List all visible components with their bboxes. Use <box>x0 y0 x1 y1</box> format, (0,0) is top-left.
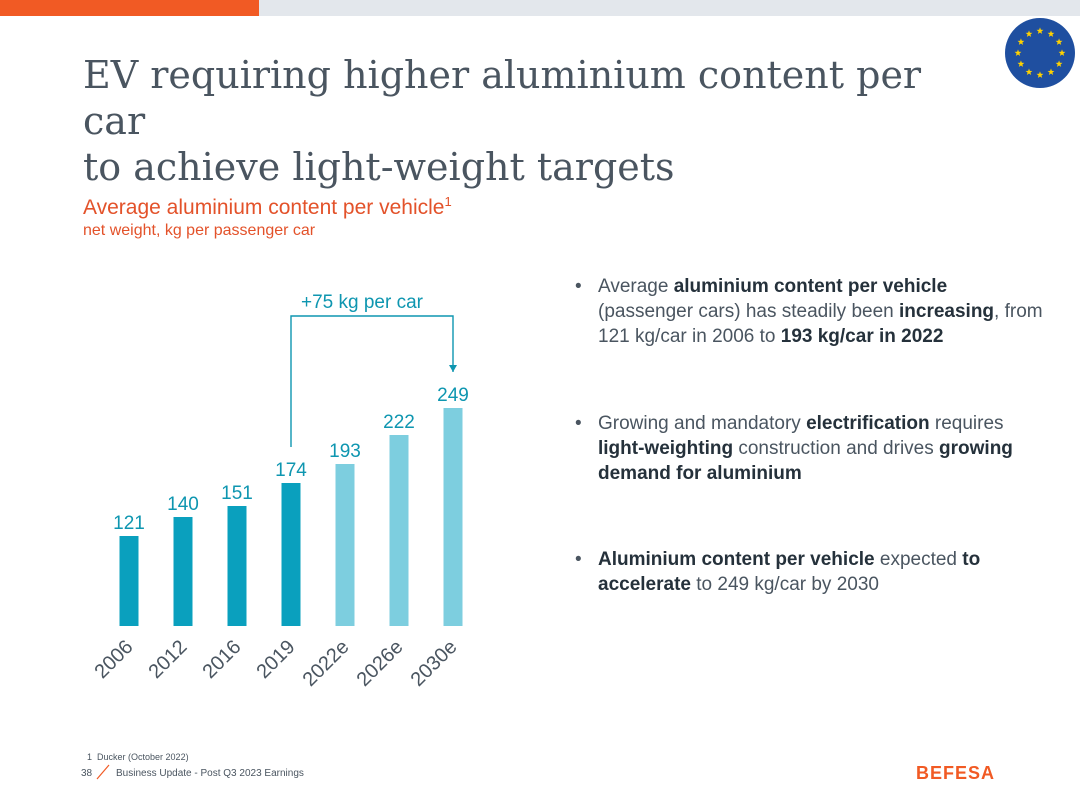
bullet-text-bold: to accelerate <box>598 549 981 595</box>
bar-2006 <box>119 536 139 626</box>
bar-value-label: 151 <box>221 483 253 504</box>
eu-flag-icon <box>1005 18 1075 88</box>
x-tick-label: 2026e <box>353 636 408 691</box>
bullet-item: • Average aluminium content per vehicle (… <box>575 274 1045 349</box>
bar-2030e <box>443 408 463 626</box>
eu-star <box>1047 68 1055 75</box>
bar-value-label: 249 <box>437 385 469 406</box>
footnote-text: Ducker (October 2022) <box>97 752 189 762</box>
eu-star <box>1025 68 1033 75</box>
bar-chart: 121 2006 140 2012 151 2016 174 2019 193 2022e 222 2… <box>91 292 469 691</box>
top-bar-accent <box>0 0 259 16</box>
bullet-text-run: expected <box>874 549 963 570</box>
chart-subtitle: net weight, kg per passenger car <box>83 222 316 239</box>
annotation-label: +75 kg per car <box>301 292 424 313</box>
bullet-dot: • <box>575 276 582 297</box>
x-tick-label: 2006 <box>91 636 138 683</box>
chart-title-footnote-marker: 1 <box>444 194 452 209</box>
bullet-text: Average aluminium content per vehicle (p… <box>598 274 1045 349</box>
annotation-arrowhead <box>449 365 457 372</box>
slash-icon <box>96 764 110 780</box>
bar-2019 <box>281 483 301 626</box>
page-number: 38 <box>81 768 93 779</box>
bullet-text-run: (passenger cars) has steadily been <box>598 301 899 322</box>
bullet-text-bold: growing demand for aluminium <box>598 438 1013 484</box>
eu-flag-stars <box>1014 27 1066 78</box>
bullet-text-run: to 249 kg/car by 2030 <box>690 574 879 595</box>
bar-2012 <box>173 517 193 626</box>
bullet-item: • Aluminium content per vehicle expected … <box>575 547 1045 597</box>
bar-2016 <box>227 506 247 626</box>
bar-value-label: 222 <box>383 412 415 433</box>
bullet-text-run: Growing and mandatory <box>598 413 807 434</box>
bullet-dot: • <box>575 413 582 434</box>
bullet-text-run: Average <box>598 276 674 297</box>
eu-star <box>1055 60 1063 67</box>
footnote: 1 Ducker (October 2022) <box>87 752 189 762</box>
x-tick-label: 2016 <box>199 636 246 683</box>
bullet-text-run: requires <box>929 413 1004 434</box>
eu-star <box>1036 27 1044 34</box>
page-title-line-1: EV requiring higher aluminium content pe… <box>83 53 922 143</box>
eu-star <box>1055 38 1063 45</box>
bar-value-label: 140 <box>167 494 199 515</box>
bullet-text-run: construction and drives <box>733 438 940 459</box>
eu-star <box>1047 30 1055 37</box>
eu-star <box>1058 49 1066 56</box>
bar-2022e <box>335 464 355 626</box>
bar-value-label: 121 <box>113 513 145 534</box>
bullet-text-bold: aluminium content per vehicle <box>673 276 948 297</box>
bar-value-label: 174 <box>275 460 307 481</box>
annotation-bracket <box>290 315 454 447</box>
befesa-logo: BEFESA <box>916 763 996 783</box>
page-title-line-2: to achieve light-weight targets <box>83 145 675 189</box>
x-tick-label: 2019 <box>253 636 300 683</box>
bullet-text-bold: light-weighting <box>598 438 734 459</box>
eu-flag-circle <box>1005 18 1075 88</box>
bar-value-label: 193 <box>329 441 361 462</box>
bullet-text-bold: electrification <box>806 413 930 434</box>
footnote-number: 1 <box>87 752 93 762</box>
chart-title: Average aluminium content per vehicle1 <box>83 194 452 220</box>
bullet-text-bold: 193 kg/car in 2022 <box>780 326 944 347</box>
bullet-text: Growing and mandatory electrification re… <box>598 411 1045 486</box>
eu-star <box>1014 49 1022 56</box>
eu-star <box>1025 30 1033 37</box>
bullet-text-bold: Aluminium content per vehicle <box>598 549 875 570</box>
eu-star <box>1036 71 1044 78</box>
x-tick-label: 2012 <box>145 636 192 683</box>
chart-title-text: Average aluminium content per vehicle <box>83 196 445 219</box>
top-bar <box>0 0 1080 16</box>
eu-star <box>1017 38 1025 45</box>
bullet-text-run: , from 121 kg/car in 2006 to <box>598 301 1043 347</box>
bullet-item: • Growing and mandatory electrification r… <box>575 411 1045 486</box>
x-tick-label: 2030e <box>407 636 462 691</box>
eu-star <box>1017 60 1025 67</box>
footer-text: Business Update - Post Q3 2023 Earnings <box>116 768 304 779</box>
bullet-dot: • <box>575 549 582 570</box>
page-title: EV requiring higher aluminium content pe… <box>83 52 983 190</box>
bullet-text-bold: increasing <box>899 301 995 322</box>
bullet-text: Aluminium content per vehicle expected t… <box>598 547 1045 597</box>
bar-2026e <box>389 435 409 626</box>
x-tick-label: 2022e <box>299 636 354 691</box>
